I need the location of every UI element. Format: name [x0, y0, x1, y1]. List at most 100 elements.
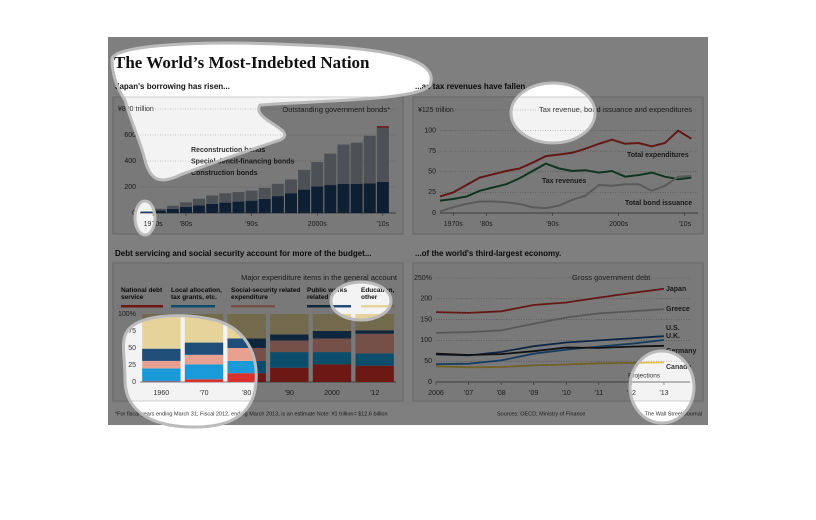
- bar-segment: [142, 381, 181, 382]
- bar-segment: [193, 198, 206, 206]
- bar-segment: [258, 187, 271, 199]
- legend-swatch: [171, 305, 215, 308]
- title: The World’s Most-Indebted Nation: [114, 53, 370, 72]
- y-tick-label: 100: [420, 337, 432, 344]
- series-label: Total expenditures: [627, 152, 689, 159]
- bar-segment: [350, 142, 363, 184]
- x-tick-label: 2000s: [308, 221, 328, 228]
- bar-segment: [271, 183, 284, 197]
- series-label: Canada: [666, 364, 691, 371]
- bar-segment: [227, 373, 266, 382]
- bar-segment: [140, 211, 153, 213]
- legend-swatch: [361, 305, 395, 308]
- bar-segment: [312, 314, 352, 331]
- bar-segment: [355, 333, 394, 354]
- bar-segment: [312, 338, 352, 353]
- credit: The Wall Street Journal: [645, 411, 702, 417]
- bar-segment: [184, 364, 224, 380]
- x-tick-label: 2000s: [609, 221, 629, 228]
- legend-swatch: [307, 305, 351, 308]
- legend-label: Public works related: [307, 287, 348, 301]
- bar-segment: [245, 200, 258, 213]
- y-tick-label: 250%: [414, 275, 432, 282]
- x-tick-label: '07: [464, 390, 473, 397]
- x-tick-label: 1970s: [444, 221, 464, 228]
- bar-segment: [270, 314, 309, 335]
- bar-segment: [284, 179, 298, 194]
- chart-title: Japan's borrowing has risen...: [115, 82, 230, 91]
- bar-segment: [355, 353, 394, 366]
- chart-subtitle: Outstanding government bonds*: [282, 105, 390, 114]
- bar-segment: [227, 314, 266, 339]
- x-tick-label: '10s: [678, 221, 691, 228]
- y-tick-label: 25: [428, 189, 436, 196]
- bar-segment: [376, 181, 389, 213]
- bar-segment: [312, 364, 352, 382]
- y-tick-label: 100: [424, 127, 436, 134]
- series-label: Japan: [666, 286, 686, 293]
- bar-segment: [227, 360, 266, 374]
- chart-subtitle: Tax revenue, bond issuance and expenditu…: [539, 105, 692, 114]
- bar-segment: [227, 338, 266, 348]
- footnote: *For fiscal years ending March 31; Fisca…: [115, 411, 388, 417]
- bar-segment: [153, 208, 166, 211]
- y-tick-label: 200: [420, 296, 432, 303]
- legend-swatch: [231, 305, 275, 308]
- bar-segment: [184, 342, 224, 355]
- x-tick-label: '11: [595, 390, 604, 397]
- panel: [412, 96, 704, 235]
- x-tick-label: '80s: [180, 221, 193, 228]
- series-label: Tax revenues: [542, 178, 586, 185]
- bar-segment: [355, 314, 394, 331]
- series-label: U.K.: [666, 333, 680, 340]
- x-tick-label: '10: [562, 390, 571, 397]
- y-tick-label: 400: [124, 158, 136, 165]
- x-tick-label: '10s: [377, 221, 390, 228]
- chart-subtitle: Gross government debt: [572, 273, 651, 282]
- y-tick-label: 0: [432, 210, 436, 217]
- x-tick-label: '13: [659, 390, 668, 397]
- bar-segment: [355, 330, 394, 334]
- chart-subtitle: Major expenditure items in the general a…: [241, 273, 398, 282]
- bar-segment: [245, 190, 258, 201]
- y-tick-label: 0: [428, 379, 432, 386]
- chart-title: ...of the world's third-largest economy.: [415, 249, 561, 258]
- bar-segment: [232, 201, 245, 213]
- x-tick-label: '70: [199, 390, 208, 397]
- x-tick-label: '90s: [245, 221, 258, 228]
- bar-segment: [271, 196, 284, 213]
- bar-segment: [219, 193, 232, 203]
- y-tick-label: ¥125 trillion: [418, 107, 454, 114]
- x-tick-label: 1960: [154, 390, 170, 397]
- bar-segment: [184, 354, 224, 365]
- y-tick-label: 75: [128, 328, 136, 335]
- legend-label: Reconstruction bonds: [191, 147, 265, 154]
- annotation: Projections: [628, 373, 661, 380]
- bar-segment: [232, 192, 245, 202]
- bar-segment: [142, 360, 181, 369]
- bar-segment: [166, 208, 179, 213]
- bar-segment: [142, 314, 181, 349]
- x-tick-label: '80s: [480, 221, 493, 228]
- y-tick-label: 75: [428, 148, 436, 155]
- bar-segment: [324, 153, 337, 186]
- x-tick-label: '12: [370, 390, 379, 397]
- legend-label: Local allocation, tax grants, etc.: [171, 287, 222, 301]
- bar-segment: [270, 334, 309, 341]
- y-tick-label: 200: [124, 184, 136, 191]
- x-tick-label: '80: [242, 390, 251, 397]
- y-tick-label: 50: [428, 169, 436, 176]
- bar-segment: [337, 144, 350, 184]
- x-tick-label: '09: [529, 390, 538, 397]
- bar-segment: [258, 198, 271, 213]
- bar-segment: [350, 183, 363, 213]
- bar-segment: [179, 202, 192, 208]
- bar-segment: [376, 126, 389, 128]
- legend-label: Construction bonds: [191, 170, 258, 177]
- x-tick-label: 2000: [324, 390, 340, 397]
- bar-segment: [312, 352, 352, 365]
- bar-segment: [184, 379, 224, 382]
- bar-segment: [363, 135, 376, 184]
- x-tick-label: 1970s: [144, 221, 164, 228]
- bar-segment: [270, 340, 309, 353]
